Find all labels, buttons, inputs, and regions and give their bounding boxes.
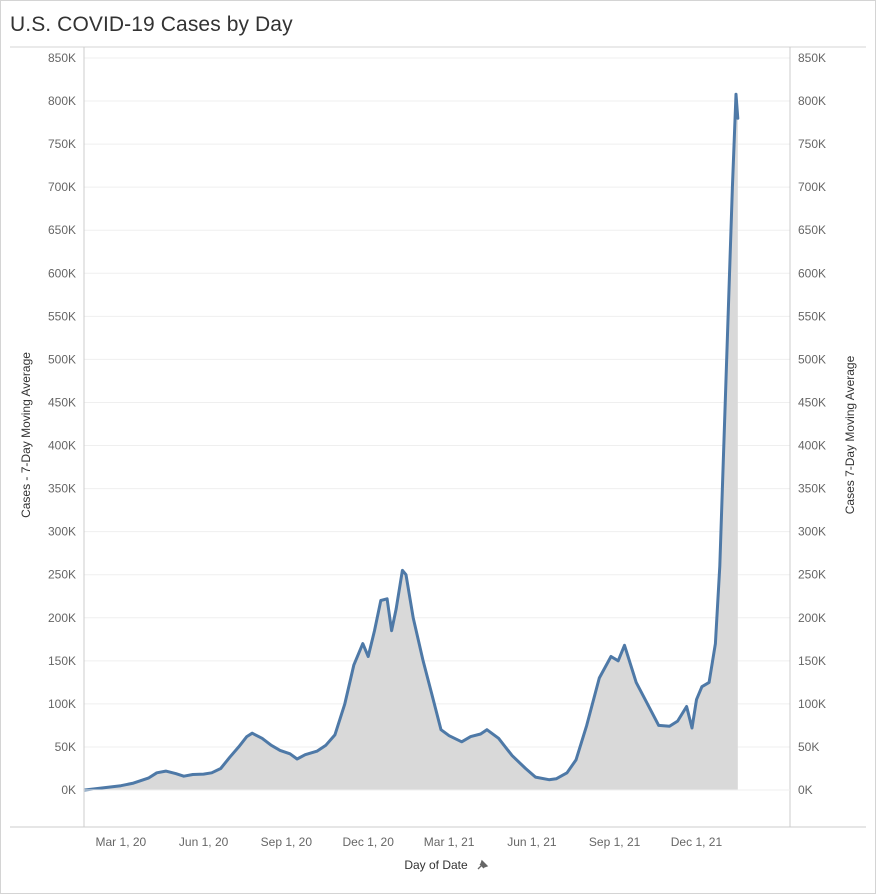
y-tick-label-right: 400K xyxy=(798,439,826,453)
y-tick-label-left: 250K xyxy=(48,568,76,582)
y-tick-label-left: 700K xyxy=(48,180,76,194)
y-tick-label-left: 300K xyxy=(48,525,76,539)
axes xyxy=(10,47,866,828)
y-tick-label-right: 850K xyxy=(798,51,826,65)
y-tick-label-right: 650K xyxy=(798,223,826,237)
x-axis-title: Day of Date xyxy=(404,858,468,872)
y-tick-label-right: 550K xyxy=(798,309,826,323)
y-tick-label-right: 600K xyxy=(798,266,826,280)
pin-icon[interactable] xyxy=(477,859,489,870)
series-area xyxy=(84,94,738,790)
chart-title: U.S. COVID-19 Cases by Day xyxy=(10,13,293,36)
y-tick-label-left: 650K xyxy=(48,223,76,237)
y-tick-label-left: 400K xyxy=(48,439,76,453)
y-tick-label-left: 450K xyxy=(48,395,76,409)
y-tick-label-left: 800K xyxy=(48,94,76,108)
y-tick-label-right: 250K xyxy=(798,568,826,582)
y-tick-label-right: 800K xyxy=(798,94,826,108)
x-axis-title-group: Day of Date xyxy=(404,858,489,872)
x-tick-label: Jun 1, 20 xyxy=(179,835,229,849)
x-tick-label: Mar 1, 20 xyxy=(96,835,147,849)
y-tick-label-right: 200K xyxy=(798,611,826,625)
y-tick-label-left: 850K xyxy=(48,51,76,65)
y-axis-right-labels: 0K 50K 100K 150K 200K 250K 300K 350K 400K 450K 500… xyxy=(798,51,826,797)
y-axis-left-title: Cases - 7-Day Moving Average xyxy=(19,352,33,518)
y-tick-label-left: 500K xyxy=(48,352,76,366)
y-tick-label-right: 150K xyxy=(798,654,826,668)
y-tick-label-left: 200K xyxy=(48,611,76,625)
x-axis-labels: Mar 1, 20 Jun 1, 20 Sep 1, 20 Dec 1, 20 Mar … xyxy=(96,835,723,849)
y-axis-left-labels: 0K 50K 100K 150K 200K 250K 300K 350K 400K 450K 500… xyxy=(48,51,76,797)
y-axis-right-title: Cases 7-Day Moving Average xyxy=(843,355,857,514)
y-tick-label-right: 300K xyxy=(798,525,826,539)
plot-area xyxy=(83,92,740,792)
x-tick-label: Sep 1, 20 xyxy=(261,835,313,849)
y-tick-label-left: 0K xyxy=(61,783,76,797)
y-tick-label-right: 50K xyxy=(798,740,819,754)
y-tick-label-left: 550K xyxy=(48,309,76,323)
gridlines xyxy=(84,57,790,748)
x-tick-label: Dec 1, 21 xyxy=(671,835,723,849)
y-tick-label-right: 0K xyxy=(798,783,813,797)
x-tick-label: Jun 1, 21 xyxy=(507,835,557,849)
x-tick-label: Sep 1, 21 xyxy=(589,835,641,849)
y-tick-label-left: 150K xyxy=(48,654,76,668)
x-tick-label: Dec 1, 20 xyxy=(343,835,395,849)
y-tick-label-right: 100K xyxy=(798,697,826,711)
y-tick-label-right: 700K xyxy=(798,180,826,194)
y-tick-label-left: 100K xyxy=(48,697,76,711)
y-tick-label-left: 350K xyxy=(48,482,76,496)
y-tick-label-right: 500K xyxy=(798,352,826,366)
y-tick-label-left: 750K xyxy=(48,137,76,151)
y-tick-label-right: 750K xyxy=(798,137,826,151)
y-tick-label-left: 600K xyxy=(48,266,76,280)
x-tick-label: Mar 1, 21 xyxy=(424,835,475,849)
y-tick-label-left: 50K xyxy=(55,740,76,754)
y-tick-label-right: 450K xyxy=(798,395,826,409)
y-tick-label-right: 350K xyxy=(798,482,826,496)
series-line xyxy=(83,92,740,792)
